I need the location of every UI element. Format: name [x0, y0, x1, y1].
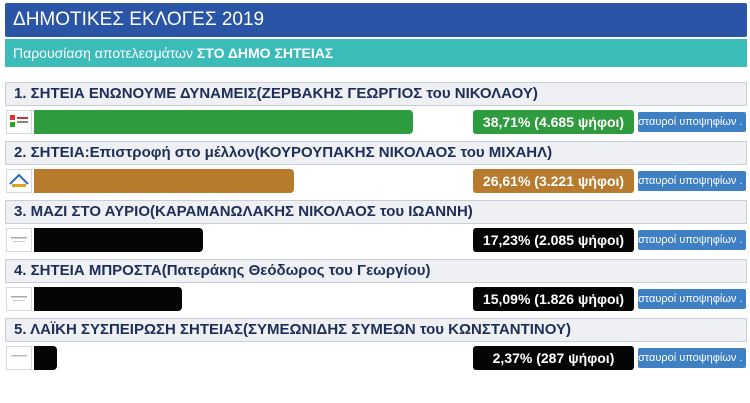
result-badge: 26,61% (3.221 ψήφοι)	[473, 169, 634, 193]
party-logo-icon	[6, 110, 32, 134]
result-badge: 15,09% (1.826 ψήφοι)	[473, 287, 634, 311]
subtitle-bar: Παρουσίαση αποτελεσμάτων ΣΤΟ ΔΗΜΟ ΣΗΤΕΙΑ…	[5, 39, 747, 67]
subtitle-municipality: ΣΤΟ ΔΗΜΟ ΣΗΤΕΙΑΣ	[196, 45, 334, 61]
page-title: ΔΗΜΟΤΙΚΕΣ ΕΚΛΟΓΕΣ 2019	[5, 3, 747, 37]
party-heading: 3. ΜΑΖΙ ΣΤΟ ΑΥΡΙΟ(ΚΑΡΑΜΑΝΩΛΑΚΗΣ ΝΙΚΟΛΑΟΣ…	[5, 200, 747, 224]
party-heading: 1. ΣΗΤΕΙΑ ΕΝΩΝΟΥΜΕ ΔΥΝΑΜΕΙΣ(ΖΕΡΒΑΚΗΣ ΓΕΩ…	[5, 82, 747, 106]
candidate-votes-button[interactable]: σταυροί υποψηφίων . . .	[638, 171, 746, 191]
vote-share-bar	[34, 228, 203, 252]
party-heading: 4. ΣΗΤΕΙΑ ΜΠΡΟΣΤΑ(Πατεράκης Θεόδωρος του…	[5, 259, 747, 283]
subtitle-prefix: Παρουσίαση αποτελεσμάτων	[13, 45, 193, 61]
vote-share-bar	[34, 110, 413, 134]
vote-share-bar	[34, 169, 294, 193]
party-logo-icon	[6, 169, 32, 193]
candidate-votes-button[interactable]: σταυροί υποψηφίων . . .	[638, 230, 746, 250]
result-badge: 38,71% (4.685 ψήφοι)	[473, 110, 634, 134]
vote-share-bar	[34, 346, 57, 370]
party-logo-icon	[6, 346, 32, 370]
vote-share-bar	[34, 287, 182, 311]
party-logo-icon	[6, 228, 32, 252]
candidate-votes-button[interactable]: σταυροί υποψηφίων . . .	[638, 112, 746, 132]
party-logo-icon	[6, 287, 32, 311]
result-badge: 17,23% (2.085 ψήφοι)	[473, 228, 634, 252]
candidate-votes-button[interactable]: σταυροί υποψηφίων . . .	[638, 348, 746, 368]
party-heading: 2. ΣΗΤΕΙΑ:Επιστροφή στο μέλλον(ΚΟΥΡΟΥΠΑΚ…	[5, 141, 747, 165]
candidate-votes-button[interactable]: σταυροί υποψηφίων . . .	[638, 289, 746, 309]
party-heading: 5. ΛΑΪΚΗ ΣΥΣΠΕΙΡΩΣΗ ΣΗΤΕΙΑΣ(ΣΥΜΕΩΝΙΔΗΣ Σ…	[5, 318, 747, 342]
result-badge: 2,37% (287 ψήφοι)	[473, 346, 634, 370]
